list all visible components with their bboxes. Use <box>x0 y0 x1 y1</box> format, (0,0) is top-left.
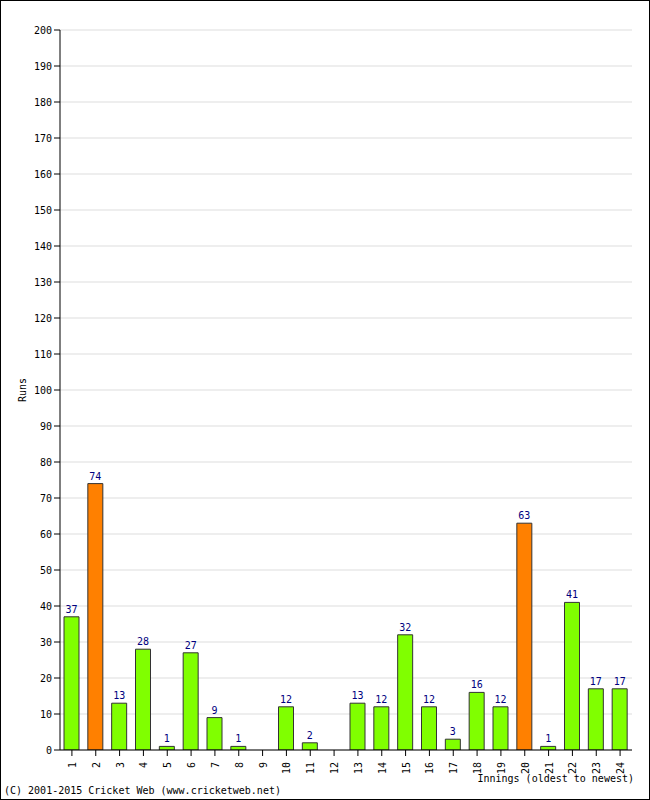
svg-text:190: 190 <box>34 61 52 72</box>
svg-text:2: 2 <box>91 762 102 768</box>
svg-text:8: 8 <box>234 762 245 768</box>
svg-text:50: 50 <box>40 565 52 576</box>
svg-text:170: 170 <box>34 133 52 144</box>
svg-text:16: 16 <box>471 679 483 690</box>
svg-text:11: 11 <box>305 762 316 774</box>
svg-text:6: 6 <box>186 762 197 768</box>
svg-text:5: 5 <box>162 762 173 768</box>
svg-text:120: 120 <box>34 313 52 324</box>
svg-text:28: 28 <box>137 636 149 647</box>
svg-text:60: 60 <box>40 529 52 540</box>
svg-text:30: 30 <box>40 637 52 648</box>
svg-text:12: 12 <box>280 694 292 705</box>
svg-text:0: 0 <box>46 745 52 756</box>
svg-text:3: 3 <box>115 762 126 768</box>
svg-text:13: 13 <box>353 762 364 774</box>
svg-text:1: 1 <box>545 733 551 744</box>
svg-text:17: 17 <box>614 676 626 687</box>
svg-text:14: 14 <box>377 762 388 774</box>
svg-text:1: 1 <box>67 762 78 768</box>
svg-text:Runs: Runs <box>17 378 28 402</box>
svg-text:12: 12 <box>329 762 340 774</box>
svg-text:27: 27 <box>185 640 197 651</box>
svg-text:80: 80 <box>40 457 52 468</box>
svg-text:100: 100 <box>34 385 52 396</box>
svg-text:10: 10 <box>40 709 52 720</box>
svg-text:20: 20 <box>519 762 531 774</box>
svg-text:17: 17 <box>590 676 602 687</box>
svg-text:41: 41 <box>566 589 578 600</box>
svg-text:12: 12 <box>423 694 435 705</box>
svg-text:24: 24 <box>615 762 627 774</box>
svg-text:12: 12 <box>494 694 506 705</box>
svg-text:110: 110 <box>34 349 52 360</box>
svg-text:16: 16 <box>424 762 435 774</box>
svg-text:22: 22 <box>567 762 579 774</box>
svg-text:1: 1 <box>164 733 170 744</box>
svg-text:200: 200 <box>34 25 52 36</box>
svg-text:13: 13 <box>113 690 125 701</box>
svg-text:140: 140 <box>34 241 52 252</box>
svg-text:Innings (oldest to newest): Innings (oldest to newest) <box>477 773 634 784</box>
svg-text:10: 10 <box>281 762 292 774</box>
svg-text:2: 2 <box>307 730 313 741</box>
svg-text:63: 63 <box>518 510 530 521</box>
svg-text:180: 180 <box>34 97 52 108</box>
html-text:(C) 2001-2015 Cricket Web (www: (C) 2001-2015 Cricket Web (www.cricketwe… <box>4 785 281 796</box>
svg-text:9: 9 <box>211 705 217 716</box>
svg-text:19: 19 <box>495 762 507 774</box>
svg-text:15: 15 <box>401 762 412 774</box>
svg-text:1: 1 <box>235 733 241 744</box>
svg-text:70: 70 <box>40 493 52 504</box>
svg-text:74: 74 <box>89 471 101 482</box>
svg-text:18: 18 <box>472 762 484 774</box>
svg-text:150: 150 <box>34 205 52 216</box>
svg-text:3: 3 <box>450 726 456 737</box>
svg-text:9: 9 <box>258 762 269 768</box>
svg-text:37: 37 <box>65 604 77 615</box>
svg-text:20: 20 <box>40 673 52 684</box>
svg-text:12: 12 <box>375 694 387 705</box>
svg-text:4: 4 <box>138 762 149 768</box>
svg-text:7: 7 <box>210 762 221 768</box>
svg-text:17: 17 <box>448 762 459 774</box>
svg-text:130: 130 <box>34 277 52 288</box>
svg-text:13: 13 <box>351 690 363 701</box>
svg-text:90: 90 <box>40 421 52 432</box>
svg-text:23: 23 <box>591 762 603 774</box>
svg-text:21: 21 <box>543 762 555 774</box>
svg-text:160: 160 <box>34 169 52 180</box>
svg-text:40: 40 <box>40 601 52 612</box>
svg-text:32: 32 <box>399 622 411 633</box>
